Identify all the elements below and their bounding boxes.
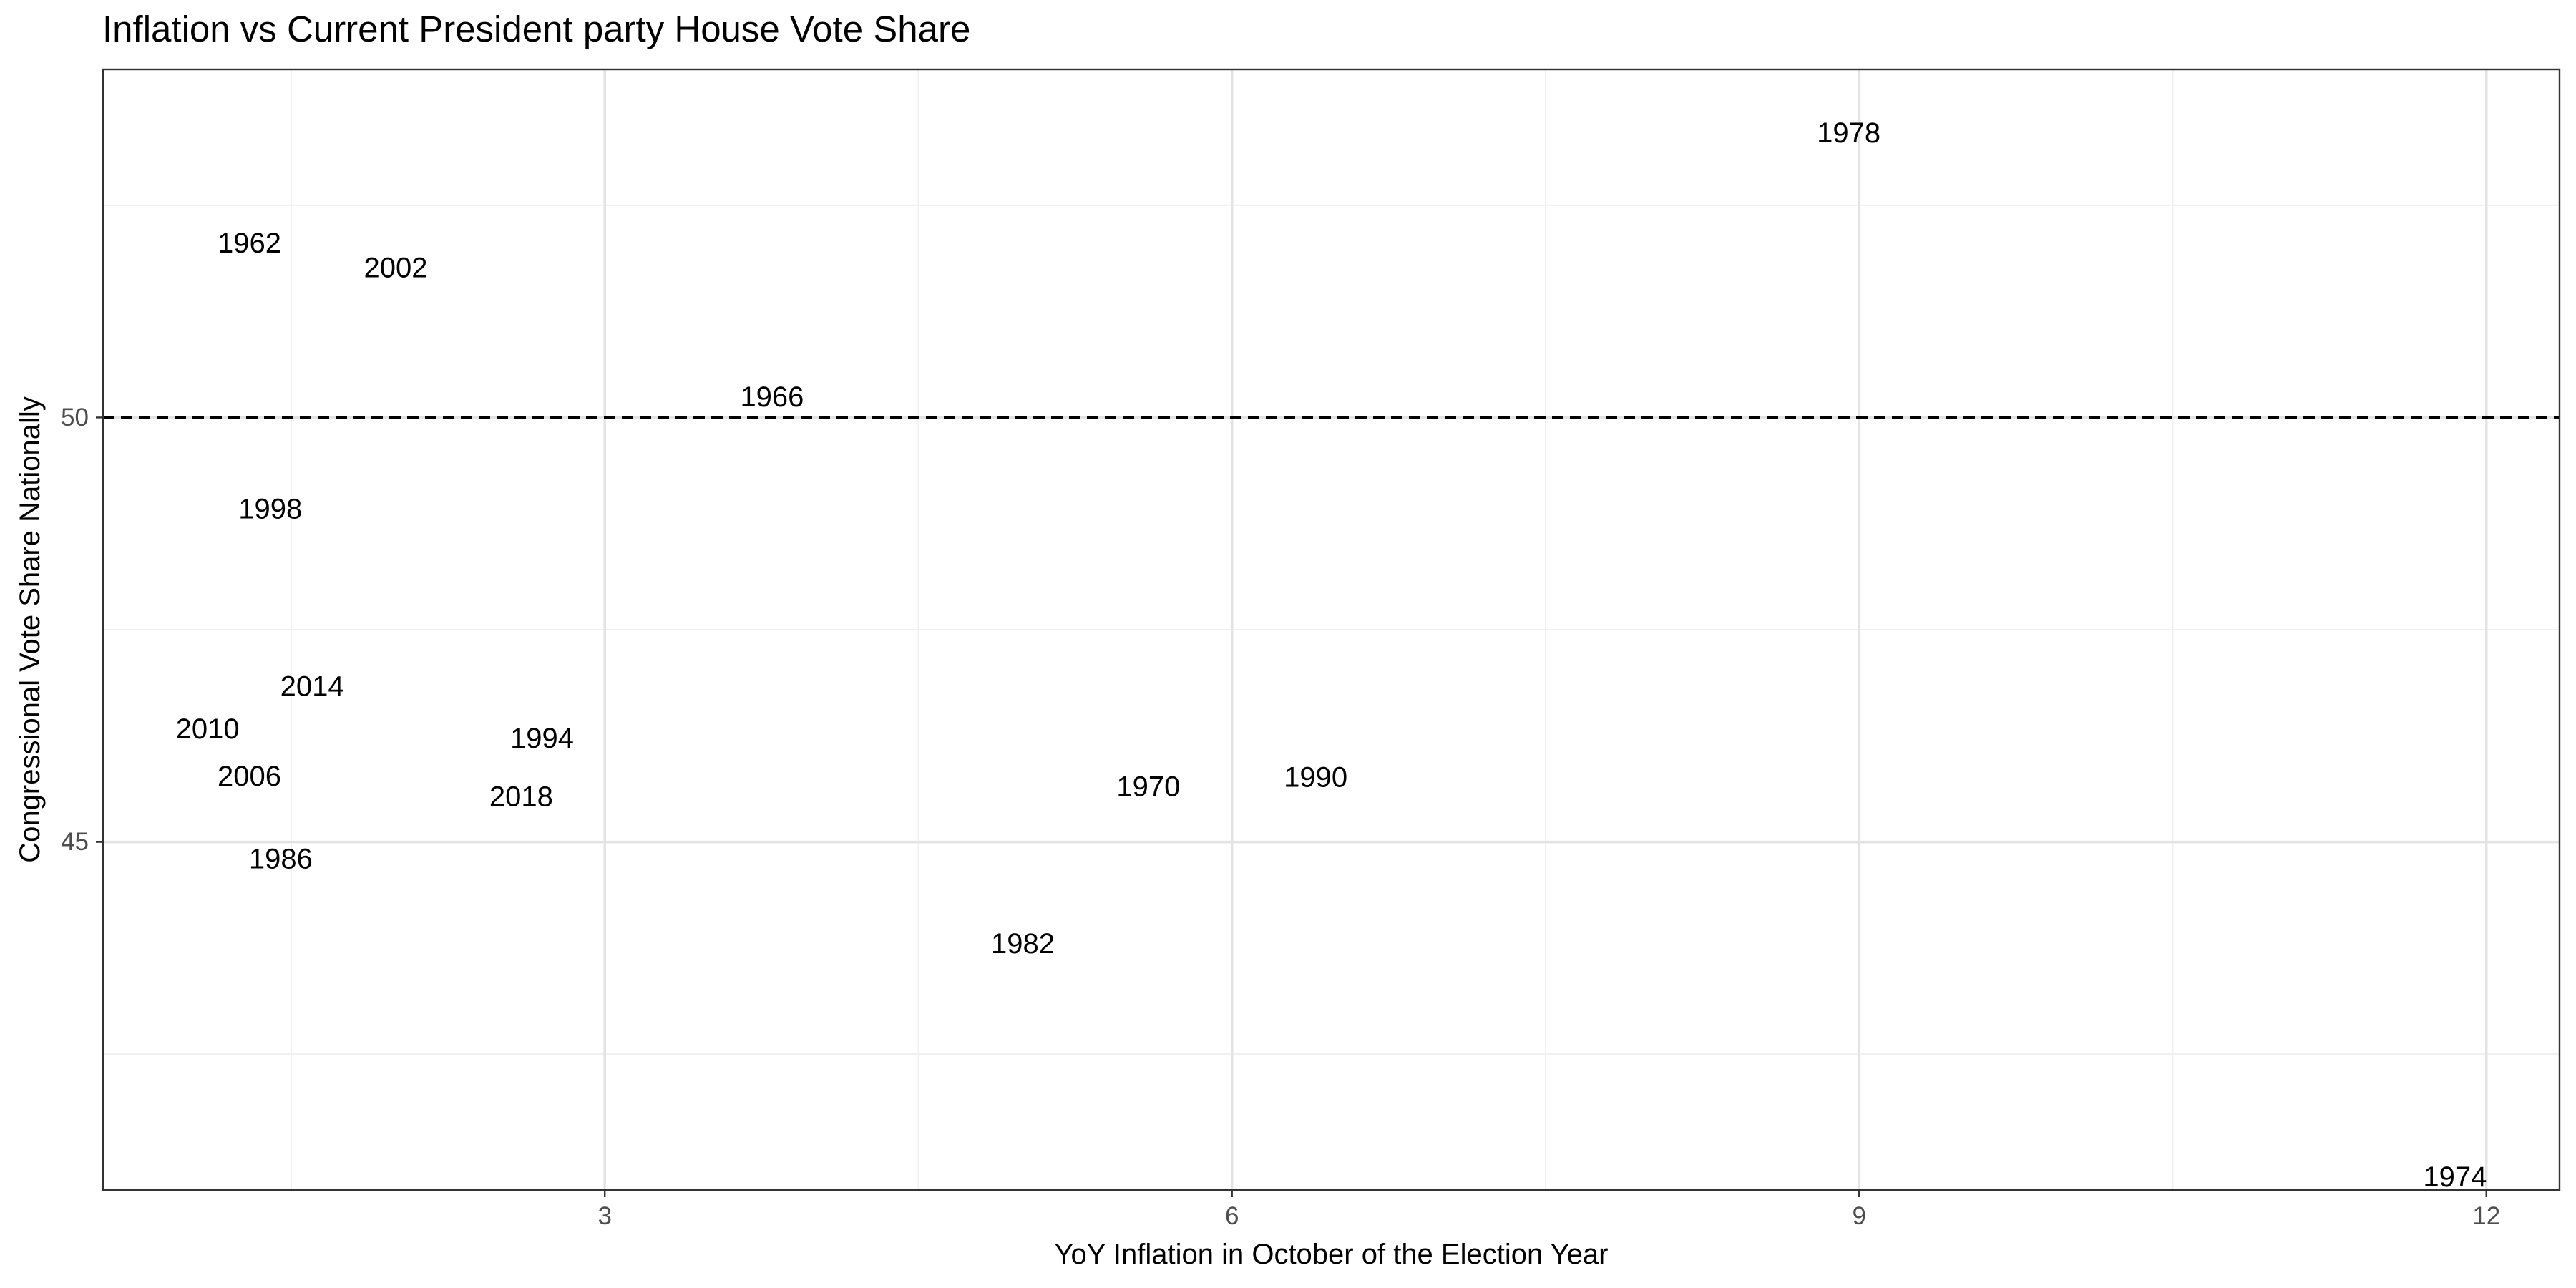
point-label-1994: 1994 xyxy=(510,723,574,754)
x-axis-title: YoY Inflation in October of the Election… xyxy=(1055,1239,1609,1270)
point-label-1986: 1986 xyxy=(249,843,313,874)
x-tick-label: 6 xyxy=(1225,1202,1239,1230)
x-axis: 3 6 9 12 xyxy=(597,1190,2500,1230)
point-label-1982: 1982 xyxy=(991,928,1055,960)
point-label-2002: 2002 xyxy=(364,253,428,284)
point-label-1998: 1998 xyxy=(238,494,302,525)
chart-title: Inflation vs Current President party Hou… xyxy=(102,9,970,49)
point-label-1978: 1978 xyxy=(1817,117,1880,149)
minor-gridlines xyxy=(103,69,2560,1190)
point-label-1990: 1990 xyxy=(1284,761,1347,793)
point-labels: 1962 1966 1970 1974 1978 1982 1986 1990 1994 1998… xyxy=(176,117,2487,1193)
y-axis-title: Congressional Vote Share Nationally xyxy=(14,396,46,863)
y-tick-label: 50 xyxy=(61,404,89,431)
y-tick-label: 45 xyxy=(61,828,89,856)
point-label-1966: 1966 xyxy=(740,381,804,413)
point-label-1974: 1974 xyxy=(2423,1161,2487,1193)
plot-panel-border xyxy=(102,68,2561,1191)
y-axis: 45 50 xyxy=(61,404,103,856)
point-label-2006: 2006 xyxy=(218,761,281,792)
point-label-2018: 2018 xyxy=(489,781,553,813)
x-tick-label: 9 xyxy=(1852,1202,1865,1230)
x-tick-label: 12 xyxy=(2472,1202,2500,1230)
point-label-1962: 1962 xyxy=(218,228,281,259)
point-label-1970: 1970 xyxy=(1116,771,1180,802)
point-label-2010: 2010 xyxy=(176,713,240,745)
x-tick-label: 3 xyxy=(597,1202,611,1230)
point-label-2014: 2014 xyxy=(280,670,344,702)
